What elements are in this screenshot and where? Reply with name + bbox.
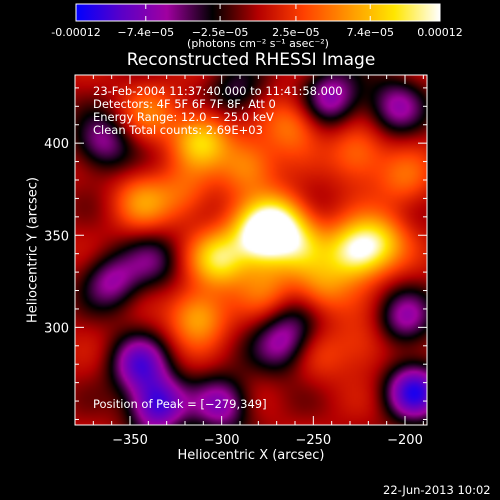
axis-ticks: [75, 75, 427, 425]
y-axis-label: Heliocentric Y (arcsec): [25, 177, 41, 323]
axis-tick-labels: −350 −300 −250 −200 300 350 400: [44, 137, 423, 448]
colorbar-tick-label: −7.4e−05: [117, 26, 174, 39]
heatmap-image: [75, 75, 427, 425]
colorbar-tick-label: -0.00012: [51, 26, 100, 39]
y-tick-label: 300: [44, 321, 69, 336]
x-tick-label: −300: [204, 433, 240, 448]
colorbar-gradient: [76, 4, 440, 21]
x-tick-label: −350: [112, 433, 148, 448]
colorbar: -0.00012 −7.4e−05 −2.5e−05 2.5e−05 7.4e−05 0.…: [51, 3, 463, 39]
annotation-time-range: 23-Feb-2004 11:37:40.000 to 11:41:58.000: [93, 84, 343, 98]
chart-title: Reconstructed RHESSI Image: [126, 50, 376, 70]
colorbar-unit-label: (photons cm⁻² s⁻¹ asec⁻²): [187, 37, 329, 50]
colorbar-ticks: [75, 4, 441, 21]
annotation-clean-counts: Clean Total counts: 2.69E+03: [93, 123, 263, 137]
colorbar-tick-labels: -0.00012 −7.4e−05 −2.5e−05 2.5e−05 7.4e−05 0.…: [51, 26, 462, 39]
colorbar-tick-label: −2.5e−05: [192, 26, 249, 39]
x-tick-label: −200: [387, 433, 423, 448]
annotation-detectors: Detectors: 4F 5F 6F 7F 8F, Att 0: [93, 97, 276, 111]
x-tick-label: −250: [295, 433, 331, 448]
y-tick-label: 400: [44, 137, 69, 152]
annotation-energy-range: Energy Range: 12.0 − 25.0 keV: [93, 110, 274, 124]
colorbar-tick-label: 0.00012: [417, 26, 463, 39]
plot-frame: [74, 74, 428, 426]
colorbar-tick-label: 2.5e−05: [272, 26, 319, 39]
colorbar-frame: [75, 3, 441, 22]
colorbar-tick-label: 7.4e−05: [346, 26, 393, 39]
peak-position-label: Position of Peak = [−279,349]: [93, 397, 267, 411]
x-axis-label: Heliocentric X (arcsec): [177, 448, 325, 463]
heatmap-area: [75, 75, 427, 425]
y-tick-label: 350: [44, 229, 69, 244]
footer-timestamp: 22-Jun-2013 10:02: [383, 483, 491, 497]
